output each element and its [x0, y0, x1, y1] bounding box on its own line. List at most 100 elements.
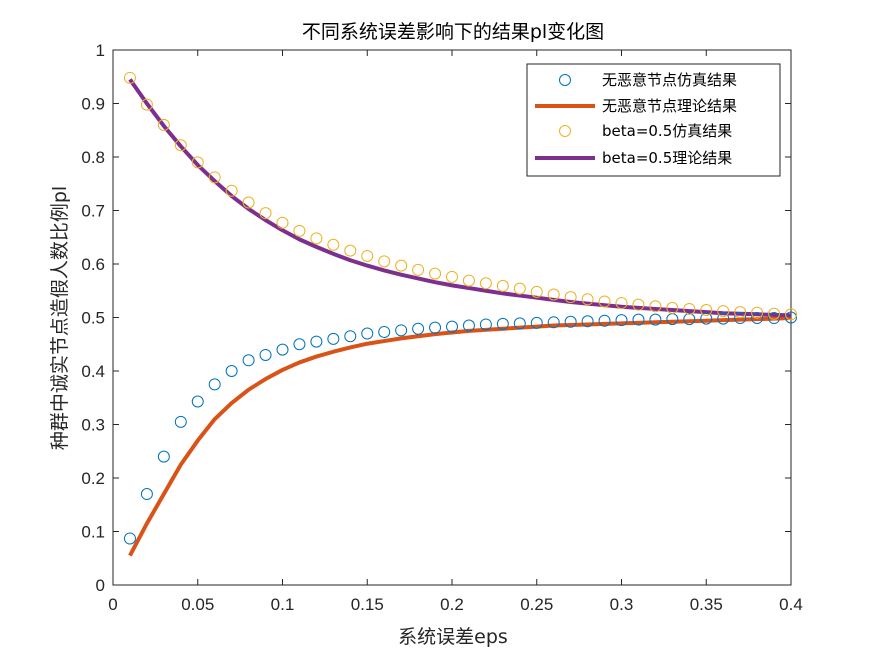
legend-swatch-marker	[559, 125, 571, 137]
y-tick-label: 0.9	[81, 95, 105, 114]
series-layer	[123, 71, 797, 557]
series-2-point	[700, 304, 713, 317]
series-2-point	[530, 285, 543, 298]
series-0-point	[700, 312, 713, 325]
series-2-point	[429, 267, 442, 280]
y-axis-title: 种群中诚实节点造假人数比例pl	[49, 186, 71, 450]
series-0-point	[225, 365, 238, 377]
series-2-point	[615, 297, 628, 310]
series-0-point	[191, 395, 204, 408]
legend-swatch-marker	[559, 74, 571, 86]
series-2-point	[683, 302, 696, 315]
series-0-point	[615, 314, 628, 327]
series-0-point	[344, 330, 357, 343]
series-0-point	[208, 378, 221, 391]
series-2-point	[395, 259, 408, 272]
series-0-point	[157, 450, 170, 463]
series-0-point	[174, 415, 187, 428]
series-2-point	[242, 196, 255, 209]
series-2-point	[717, 305, 730, 318]
series-0-point	[632, 313, 645, 326]
series-2-point	[751, 306, 764, 319]
series-0-point	[259, 348, 272, 361]
series-0-point	[785, 311, 797, 324]
x-tick-label: 0	[108, 595, 117, 614]
x-tick-label: 0.4	[779, 595, 803, 614]
series-2-point	[666, 301, 679, 314]
series-2-point	[208, 171, 221, 184]
series-line-1	[128, 316, 792, 557]
x-axis-title: 系统误差eps	[398, 626, 508, 648]
x-tick-label: 0.3	[610, 595, 634, 614]
y-tick-label: 0.2	[81, 469, 105, 488]
x-tick-label: 0.05	[181, 595, 214, 614]
series-2-point	[479, 277, 492, 290]
series-0-point	[293, 338, 306, 351]
series-0-point	[564, 315, 577, 328]
legend-label: beta=0.5仿真结果	[602, 122, 732, 140]
series-0-point	[395, 324, 408, 337]
series-0-point	[123, 532, 136, 545]
series-0-point	[140, 488, 153, 501]
series-2-point	[598, 295, 611, 308]
series-2-point	[327, 238, 340, 251]
series-2-point	[446, 270, 458, 283]
series-2-point	[547, 288, 560, 301]
series-2-point	[734, 306, 747, 319]
series-0-point	[717, 312, 730, 325]
y-tick-label: 0.4	[81, 362, 105, 381]
y-tick-label: 0.8	[81, 148, 105, 167]
series-line-3	[128, 78, 792, 318]
chart-title: 不同系统误差影响下的结果pl变化图	[302, 21, 604, 43]
series-0-point	[530, 316, 543, 329]
series-2-point	[123, 71, 136, 84]
series-2-point	[344, 244, 357, 257]
x-tick-label: 0.35	[690, 595, 723, 614]
series-2-point	[378, 255, 391, 268]
series-2-point	[564, 291, 577, 304]
series-2-point	[785, 308, 797, 321]
series-2-point	[259, 207, 272, 220]
series-0-point	[310, 335, 323, 348]
series-0-point	[581, 315, 594, 328]
series-2-point	[768, 307, 781, 320]
series-2-point	[276, 216, 289, 229]
series-2-point	[581, 293, 594, 306]
legend-label: beta=0.5理论结果	[602, 149, 732, 167]
series-2-point	[293, 224, 306, 237]
series-2-point	[310, 232, 323, 245]
series-0-point	[361, 327, 374, 340]
series-0-point	[378, 325, 391, 338]
series-0-point	[462, 319, 475, 332]
x-tick-label: 0.15	[351, 595, 384, 614]
x-tick-label: 0.1	[271, 595, 295, 614]
series-0-point	[751, 312, 764, 325]
series-2-point	[174, 139, 187, 152]
series-0-point	[683, 313, 696, 326]
series-2-point	[225, 184, 238, 197]
series-0-point	[242, 354, 255, 367]
series-2-point	[361, 249, 374, 262]
series-2-point	[191, 156, 204, 169]
y-axis: 0 0.1 0.2 0.3 0.4 0.5 0.6 0.7 0.8 0.9 1	[81, 41, 791, 595]
legend-label: 无恶意节点仿真结果	[602, 71, 737, 89]
series-0-point	[649, 313, 662, 326]
y-tick-label: 0.5	[81, 309, 105, 328]
x-tick-label: 0.25	[520, 595, 553, 614]
series-0-point	[513, 317, 526, 330]
series-0-point	[734, 312, 747, 325]
series-2-point	[140, 98, 153, 111]
series-0-point	[496, 317, 509, 330]
series-2-point	[462, 274, 475, 287]
series-0-point	[598, 314, 611, 327]
x-axis: 0 0.05 0.1 0.15 0.2 0.25 0.3 0.35 0.4	[108, 50, 803, 614]
series-0-point	[276, 343, 289, 356]
series-2-point	[157, 118, 170, 131]
series-0-point	[412, 322, 425, 335]
y-tick-label: 0.3	[81, 416, 105, 435]
series-0-point	[429, 321, 442, 334]
series-2-point	[496, 279, 509, 292]
x-tick-label: 0.2	[440, 595, 464, 614]
